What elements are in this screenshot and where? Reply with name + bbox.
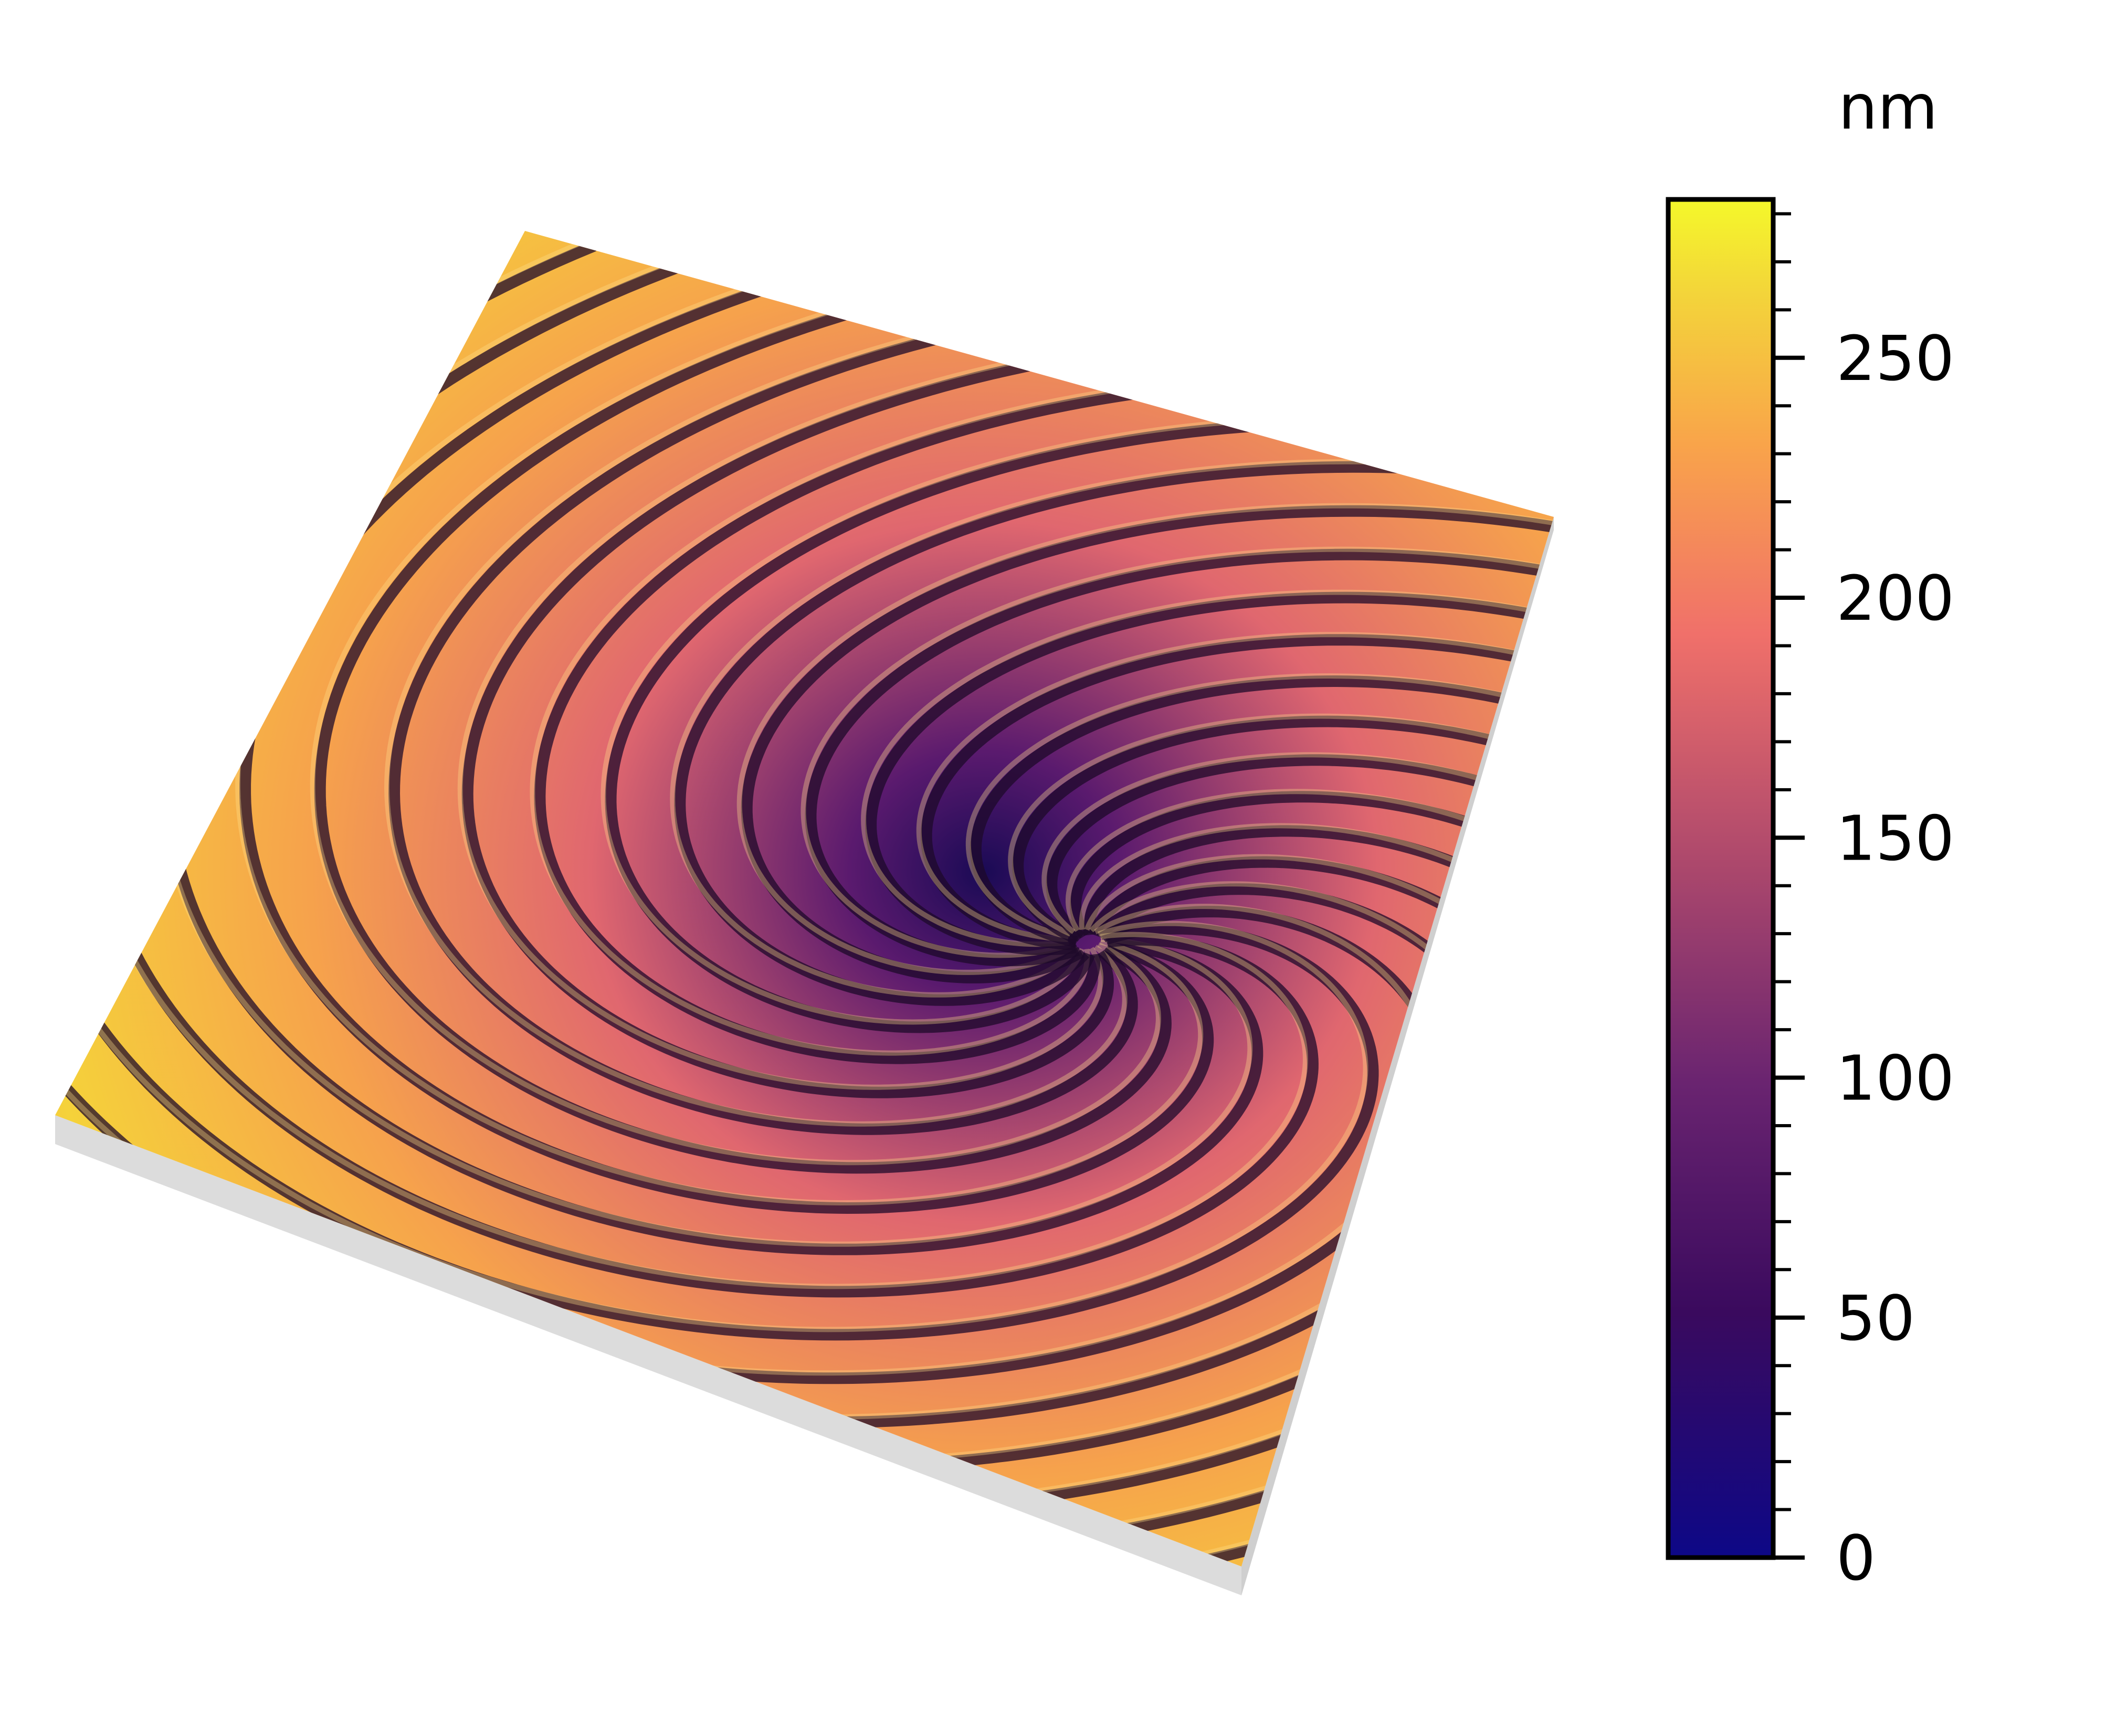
- spiral-step-shadow: [534, 372, 1554, 1064]
- colorbar: 0 50 100 150 200 250 nm: [1666, 71, 1954, 1594]
- colorbar-tick-label: 0: [1836, 1522, 1876, 1594]
- spiral-step-shadow: [870, 675, 1554, 1566]
- spiral-step-shadow: [55, 352, 1379, 1341]
- spiral-step-shadow: [605, 417, 1554, 1033]
- spiral-step-highlight: [801, 546, 1554, 1529]
- spiral-step-highlight: [601, 415, 1554, 1025]
- spiral-step-highlight: [736, 503, 1554, 1370]
- surface-base-side: [1241, 517, 1554, 1595]
- spiral-step-highlight: [55, 350, 1368, 1332]
- surface-base-front: [55, 1115, 1241, 1595]
- spiral-step-highlight: [310, 235, 1554, 1166]
- spiral-step-shadow: [219, 754, 1554, 1566]
- spiral-step-highlight: [670, 459, 1554, 1176]
- colorbar-tick-label: 200: [1836, 562, 1954, 634]
- spiral-step-highlight: [55, 509, 1433, 1376]
- spiral-step-highlight: [530, 370, 1554, 1056]
- spiral-step-highlight: [213, 752, 1554, 1566]
- colorbar-ticks: 0 50 100 150 200 250: [1773, 212, 1954, 1594]
- colorbar-tick-label: 250: [1836, 322, 1954, 395]
- colorbar-gradient: [1666, 197, 1776, 1560]
- surface-plot: [55, 231, 1554, 1595]
- spiral-step-shadow: [805, 548, 1554, 1537]
- colorbar-unit-label: nm: [1838, 71, 1938, 143]
- spiral-step-highlight: [861, 589, 1554, 1566]
- colorbar-tick-label: 100: [1836, 1042, 1954, 1115]
- spiral-step-highlight: [235, 231, 1306, 1206]
- spiral-step-shadow: [239, 231, 1313, 1214]
- spiral-step-shadow: [314, 237, 1554, 1174]
- colorbar-tick-label: 150: [1836, 802, 1954, 874]
- spiral-step-shadow: [865, 591, 1554, 1566]
- spiral-step-shadow: [674, 461, 1554, 1181]
- colorbar-tick-label: 50: [1836, 1282, 1915, 1354]
- spiral-step-highlight: [863, 673, 1554, 1566]
- spiral-step-shadow: [55, 512, 1443, 1384]
- spiral-step-shadow: [741, 505, 1554, 1377]
